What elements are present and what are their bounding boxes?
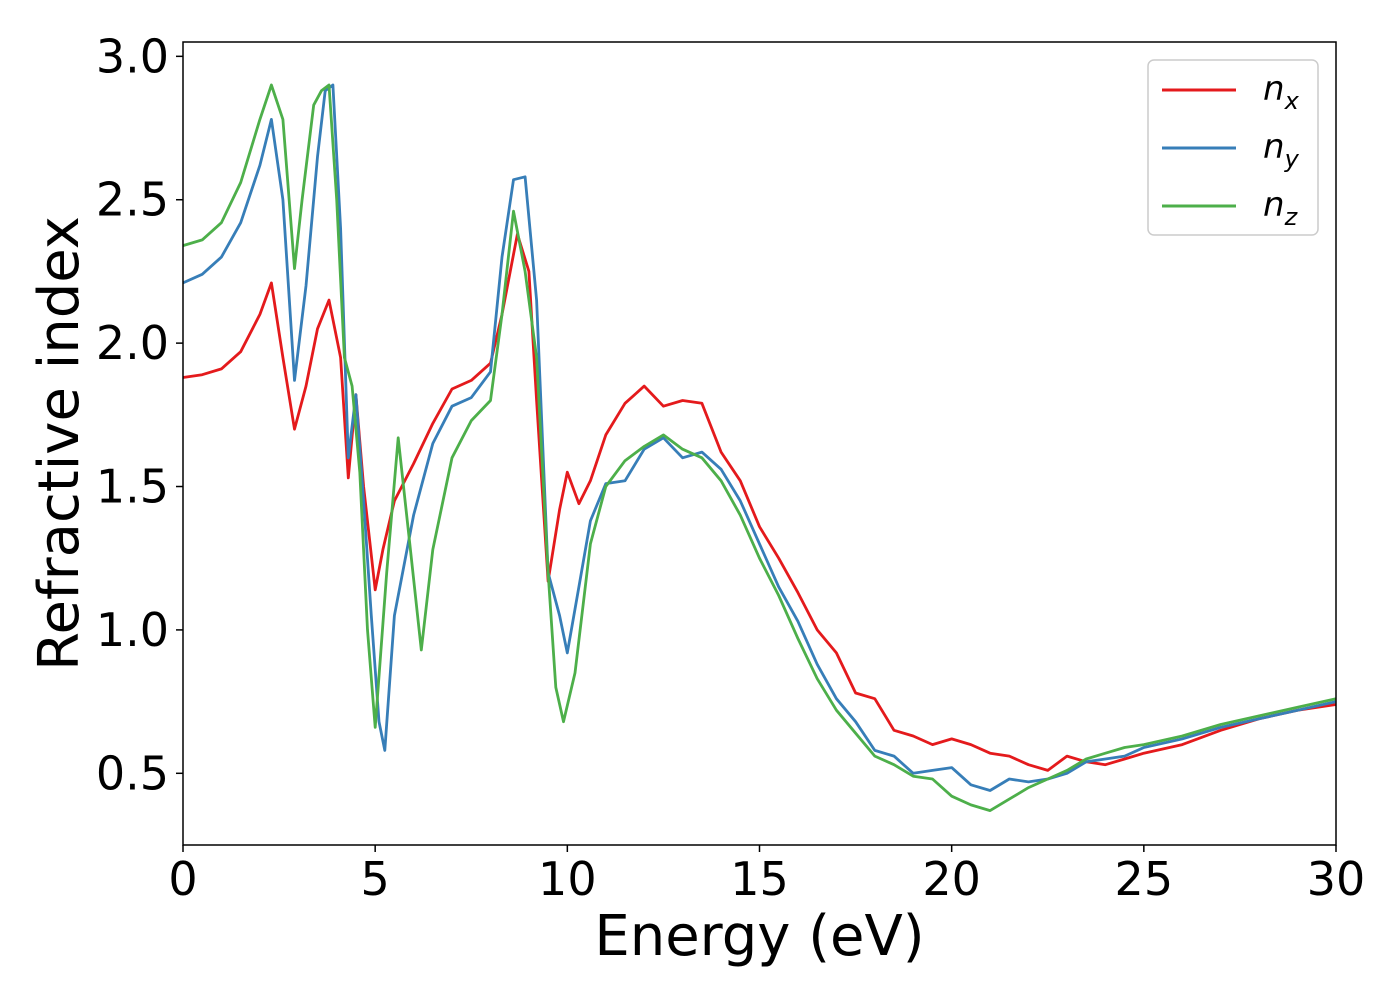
x-tick-label: 20 <box>922 852 981 906</box>
series-line-x <box>182 232 1337 772</box>
plot-lines <box>182 83 1337 812</box>
y-tick-label: 1.0 <box>96 603 169 657</box>
y-tick-label: 2.0 <box>96 316 169 370</box>
series-line-y <box>182 83 1337 792</box>
x-tick-label: 25 <box>1115 852 1174 906</box>
x-tick-label: 0 <box>168 852 197 906</box>
x-tick-label: 10 <box>538 852 597 906</box>
x-axis-title: Energy (eV) <box>594 904 924 969</box>
series-line-z <box>182 83 1337 812</box>
y-axis-ticks: 0.5 1.0 1.5 2.0 2.5 3.0 <box>96 29 183 800</box>
y-tick-label: 3.0 <box>96 29 169 83</box>
x-tick-label: 15 <box>730 852 789 906</box>
y-tick-label: 0.5 <box>96 746 169 800</box>
y-tick-label: 2.5 <box>96 173 169 227</box>
x-tick-label: 30 <box>1307 852 1366 906</box>
y-axis-title: Refractive index <box>27 216 92 671</box>
x-tick-label: 5 <box>361 852 390 906</box>
x-axis-ticks: 0 5 10 15 20 25 30 <box>168 845 1365 906</box>
y-tick-label: 1.5 <box>96 460 169 514</box>
